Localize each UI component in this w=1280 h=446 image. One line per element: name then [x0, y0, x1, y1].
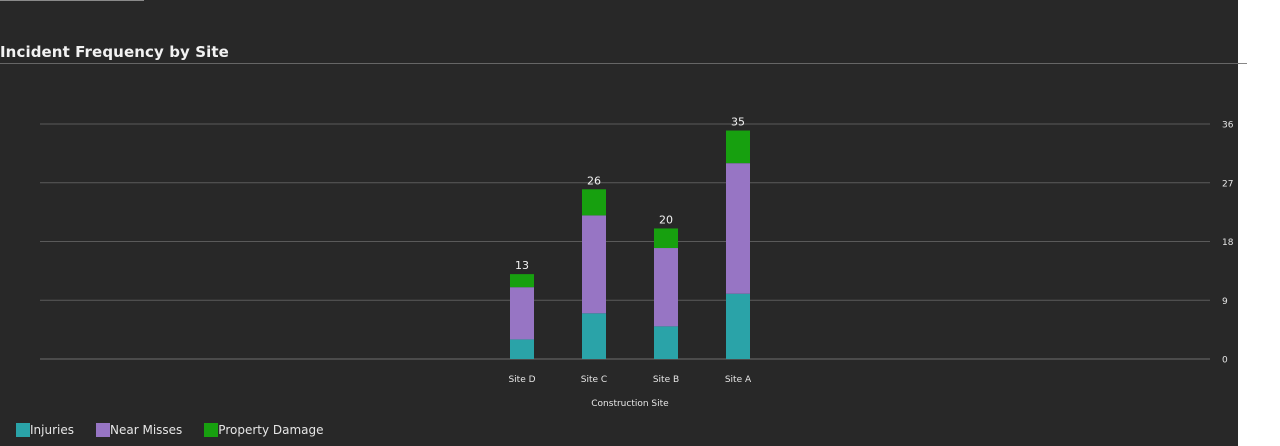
bar-segment [582, 189, 606, 216]
x-tick-label: Site A [725, 375, 752, 385]
bar-segment [654, 248, 678, 327]
tab-indicator [0, 0, 144, 1]
legend-label-injuries: Injuries [30, 423, 74, 437]
bar-segment [654, 326, 678, 359]
chart-panel: Incident Frequency by Site 0 9 18 27 36 13 Sit… [0, 0, 1238, 446]
bar-segment [654, 228, 678, 249]
x-tick-label: Site C [581, 375, 607, 385]
bar-segment [510, 339, 534, 359]
bar-total-label: 13 [515, 259, 529, 272]
legend-swatch-property-damage [204, 423, 219, 437]
bar-segment [510, 274, 534, 288]
y-tick-label: 9 [1222, 297, 1228, 307]
y-tick-label: 27 [1222, 179, 1233, 189]
title-divider [0, 63, 1238, 64]
bar-segment [510, 287, 534, 340]
chart-title: Incident Frequency by Site [0, 43, 229, 61]
chart-legend: Injuries Near Misses Property Damage [16, 423, 346, 437]
bar-total-label: 35 [731, 116, 745, 129]
legend-label-property-damage: Property Damage [218, 423, 324, 437]
y-tick-label: 18 [1222, 238, 1234, 248]
bar-segment [726, 130, 750, 164]
legend-item-injuries[interactable]: Injuries [16, 423, 74, 437]
legend-item-property-damage[interactable]: Property Damage [204, 423, 324, 437]
bar-total-label: 26 [587, 174, 601, 187]
legend-swatch-injuries [16, 423, 30, 437]
x-axis-title: Construction Site [591, 399, 669, 409]
legend-label-near-misses: Near Misses [110, 423, 183, 437]
legend-swatch-near-misses [96, 423, 110, 437]
x-tick-label: Site D [508, 375, 535, 385]
legend-item-near-misses[interactable]: Near Misses [96, 423, 182, 437]
panel-edge-tick [1238, 63, 1247, 64]
bar-segment [582, 215, 606, 314]
bar-total-label: 20 [659, 213, 673, 226]
chart-plot-area: 0 9 18 27 36 13 Site D 26 Site C 20 Site B 35 Site A… [40, 116, 1234, 409]
y-tick-label: 0 [1222, 356, 1228, 366]
bar-segment [582, 313, 606, 359]
x-tick-label: Site B [653, 375, 679, 385]
bar-segment [726, 293, 750, 359]
bar-segment [726, 163, 750, 294]
y-tick-label: 36 [1222, 121, 1234, 131]
